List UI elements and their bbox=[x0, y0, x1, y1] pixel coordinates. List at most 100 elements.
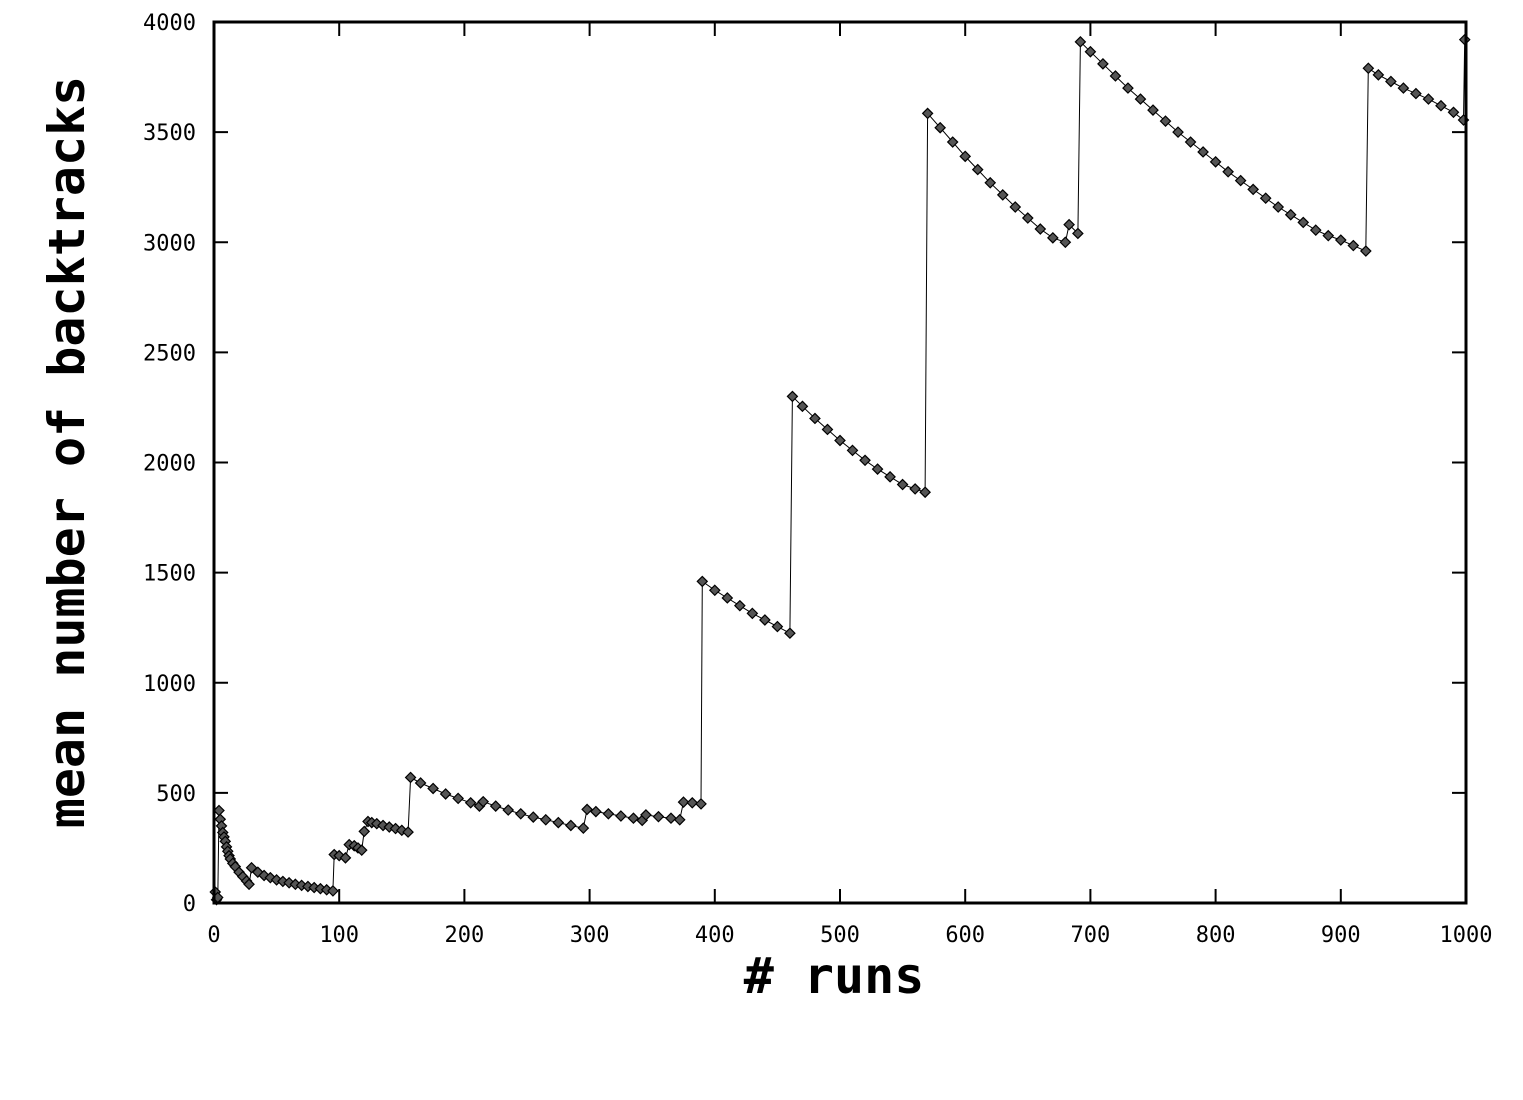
data-point bbox=[640, 809, 652, 821]
data-point bbox=[834, 434, 846, 447]
data-point bbox=[884, 470, 896, 483]
data-point bbox=[339, 852, 352, 864]
data-point bbox=[686, 796, 699, 809]
data-point bbox=[502, 804, 515, 816]
data-point bbox=[1184, 136, 1197, 148]
data-point bbox=[1410, 87, 1422, 100]
data-point bbox=[1362, 62, 1375, 75]
data-point bbox=[615, 810, 627, 822]
data-point bbox=[652, 810, 665, 823]
data-point bbox=[464, 796, 477, 809]
data-point bbox=[1247, 183, 1260, 196]
data-point bbox=[1347, 239, 1360, 252]
data-point bbox=[809, 412, 821, 425]
data-point bbox=[733, 599, 746, 612]
data-point bbox=[452, 792, 464, 805]
data-point bbox=[1109, 70, 1122, 82]
x-tick-label: 700 bbox=[1071, 923, 1111, 948]
y-tick-label: 1000 bbox=[143, 672, 196, 697]
data-point bbox=[1222, 165, 1234, 178]
data-point bbox=[602, 807, 615, 820]
data-point bbox=[1063, 218, 1075, 231]
x-tick-label: 200 bbox=[445, 923, 485, 948]
y-tick-label: 2000 bbox=[143, 452, 196, 477]
ticks-layer: 0 100 200 300 400 500 600 700 800 900 1000 0 500 1000… bbox=[143, 11, 1492, 948]
data-point bbox=[846, 444, 859, 457]
data-point bbox=[1074, 35, 1087, 48]
x-tick-label: 100 bbox=[319, 923, 359, 948]
x-tick-label: 400 bbox=[695, 923, 735, 948]
data-point bbox=[784, 627, 796, 640]
data-point bbox=[821, 423, 834, 436]
data-point bbox=[1359, 245, 1372, 257]
data-point bbox=[971, 163, 984, 176]
data-point bbox=[1372, 69, 1385, 81]
data-point bbox=[1059, 236, 1072, 249]
data-point bbox=[959, 150, 972, 163]
data-point bbox=[1009, 201, 1022, 213]
data-point bbox=[695, 798, 707, 810]
data-point bbox=[1159, 115, 1172, 127]
data-point bbox=[1072, 227, 1084, 240]
data-point bbox=[1309, 224, 1322, 236]
data-point bbox=[577, 822, 590, 834]
data-point bbox=[1435, 99, 1447, 112]
data-point bbox=[984, 176, 997, 189]
data-point bbox=[796, 400, 809, 413]
data-point bbox=[527, 811, 540, 823]
data-point bbox=[358, 825, 371, 838]
x-tick-label: 800 bbox=[1196, 923, 1236, 948]
data-point bbox=[909, 483, 921, 495]
data-point bbox=[539, 813, 552, 826]
y-tick-label: 500 bbox=[156, 782, 196, 807]
data-point bbox=[665, 812, 677, 825]
data-point bbox=[1234, 174, 1247, 187]
data-point bbox=[1122, 82, 1134, 94]
data-point bbox=[696, 575, 709, 588]
data-point bbox=[1259, 192, 1272, 205]
data-point bbox=[871, 463, 884, 475]
data-point bbox=[243, 878, 255, 891]
data-point bbox=[921, 107, 934, 120]
data-point bbox=[1197, 146, 1209, 158]
data-point bbox=[1084, 45, 1097, 58]
data-point bbox=[489, 800, 502, 812]
x-tick-label: 300 bbox=[570, 923, 610, 948]
data-point bbox=[677, 796, 690, 808]
y-tick-label: 0 bbox=[183, 892, 196, 917]
data-point bbox=[1021, 212, 1034, 224]
data-point bbox=[327, 885, 339, 897]
data-point bbox=[1134, 93, 1147, 105]
y-tick-label: 2500 bbox=[143, 341, 196, 366]
x-tick-label: 0 bbox=[207, 923, 220, 948]
data-point bbox=[581, 803, 593, 816]
data-point bbox=[1147, 104, 1159, 116]
data-point bbox=[1297, 216, 1310, 229]
y-tick-label: 3500 bbox=[143, 121, 196, 146]
data-point bbox=[1034, 223, 1047, 235]
data-point bbox=[355, 844, 368, 856]
y-tick-label: 1500 bbox=[143, 562, 196, 587]
data-point bbox=[1422, 93, 1435, 105]
data-point bbox=[414, 777, 427, 789]
plot-frame bbox=[212, 20, 1468, 905]
data-point bbox=[996, 189, 1009, 201]
data-point bbox=[564, 819, 577, 832]
x-tick-label: 900 bbox=[1321, 923, 1361, 948]
data-point bbox=[1447, 106, 1460, 119]
data-point bbox=[404, 771, 417, 784]
data-point bbox=[1322, 229, 1335, 242]
x-tick-label: 600 bbox=[945, 923, 985, 948]
data-point bbox=[552, 816, 565, 829]
data-point bbox=[746, 607, 759, 620]
x-tick-label: 500 bbox=[820, 923, 860, 948]
data-point bbox=[859, 454, 871, 467]
data-point bbox=[439, 788, 452, 800]
data-point bbox=[477, 795, 490, 808]
data-point bbox=[1272, 201, 1285, 213]
data-point bbox=[514, 807, 527, 820]
data-point bbox=[673, 813, 686, 826]
series-layer bbox=[209, 33, 1471, 906]
